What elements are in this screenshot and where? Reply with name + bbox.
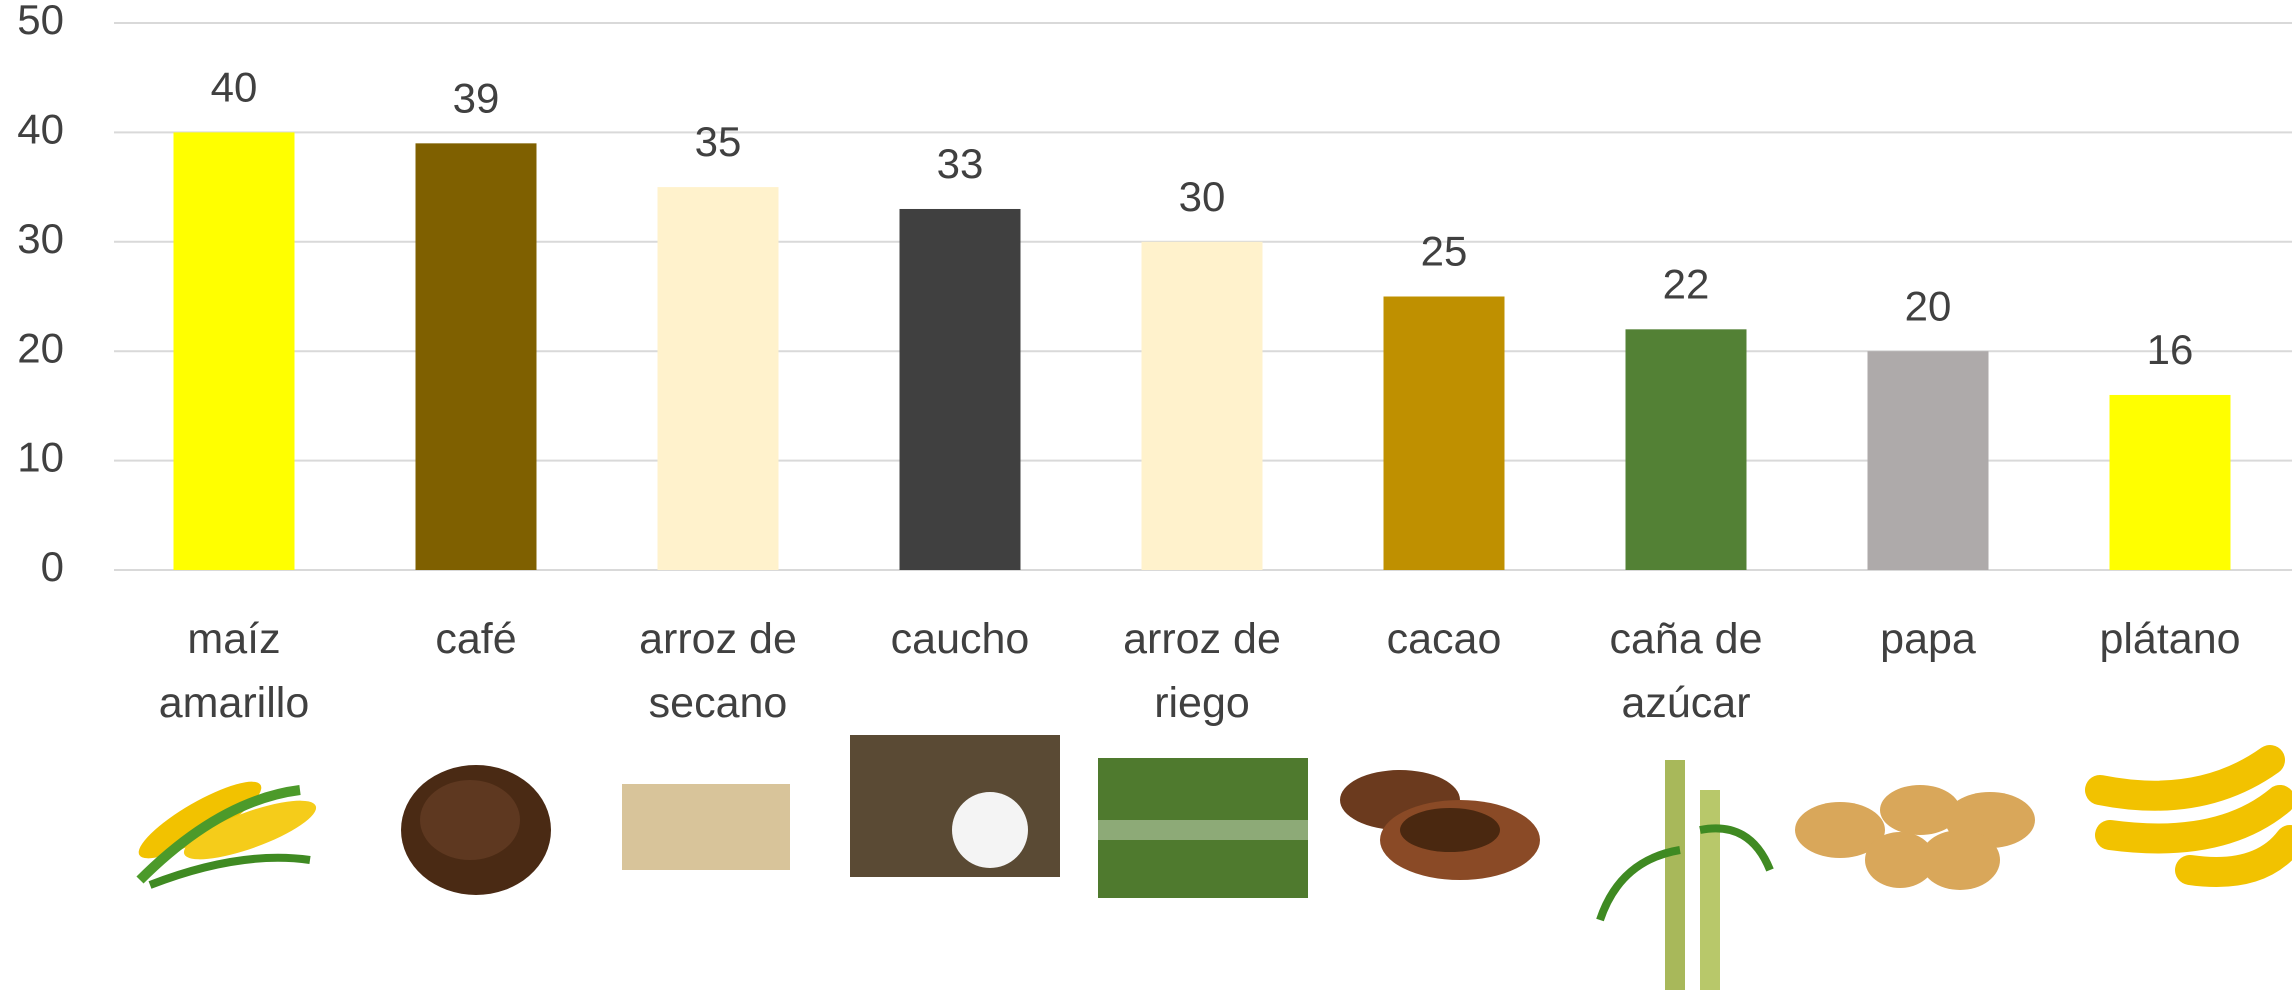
sugarcane-picture <box>1600 760 1770 990</box>
y-tick-label: 20 <box>17 324 64 371</box>
y-tick-label: 10 <box>17 434 64 481</box>
y-tick-label: 50 <box>17 0 64 43</box>
coffee-picture <box>401 765 551 895</box>
potato-picture <box>1795 785 2035 890</box>
value-label: 39 <box>453 74 500 121</box>
bar <box>1384 297 1505 571</box>
bar <box>1868 351 1989 570</box>
x-tick-label: maíz amarillo <box>119 607 349 735</box>
value-label: 33 <box>937 140 984 187</box>
chart: 0 10 20 30 40 50 40 39 35 33 30 25 22 20 16 maíz amari… <box>0 0 2292 996</box>
bar <box>174 132 295 570</box>
y-tick-label: 40 <box>17 105 64 152</box>
cacao-picture <box>1340 770 1540 880</box>
bar <box>1142 242 1263 570</box>
rice-field-picture <box>1098 758 1308 898</box>
y-tick-label: 30 <box>17 215 64 262</box>
bar <box>1626 329 1747 570</box>
bar <box>658 187 779 570</box>
value-label: 40 <box>211 63 258 110</box>
bar <box>900 209 1021 570</box>
x-tick-label: plátano <box>2055 607 2285 671</box>
x-tick-label: arroz de secano <box>603 607 833 735</box>
y-tick-label: 0 <box>41 543 64 590</box>
x-tick-label: caucho <box>845 607 1075 671</box>
value-label: 20 <box>1905 282 1952 329</box>
x-tick-label: café <box>361 607 591 671</box>
value-label: 16 <box>2147 326 2194 373</box>
value-label: 25 <box>1421 228 1468 275</box>
rice-picture <box>622 784 790 870</box>
crop-pictures <box>130 735 2290 990</box>
bar <box>416 143 537 570</box>
rubber-picture <box>850 735 1060 877</box>
chart-canvas: 0 10 20 30 40 50 40 39 35 33 30 25 22 20 16 <box>0 0 2292 996</box>
bar <box>2110 395 2231 570</box>
x-tick-label: caña de azúcar <box>1571 607 1801 735</box>
corn-picture <box>130 769 322 885</box>
value-label: 22 <box>1663 260 1710 307</box>
banana-picture <box>2100 760 2290 872</box>
x-tick-label: papa <box>1813 607 2043 671</box>
value-label: 35 <box>695 118 742 165</box>
value-label: 30 <box>1179 173 1226 220</box>
x-tick-label: cacao <box>1329 607 1559 671</box>
x-tick-label: arroz de riego <box>1087 607 1317 735</box>
